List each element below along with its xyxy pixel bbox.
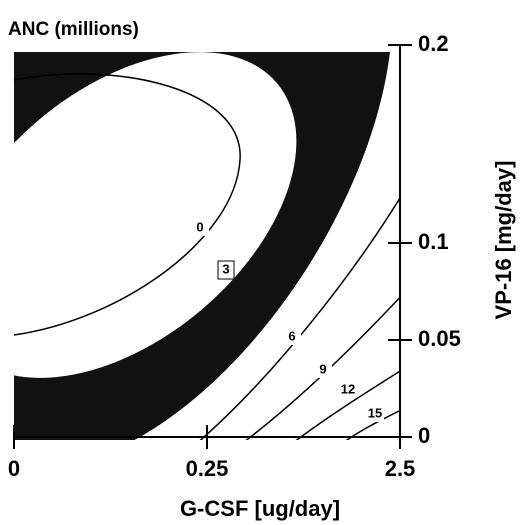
contour-label: 6 (288, 328, 295, 343)
chart-title: ANC (millions) (8, 19, 139, 40)
x-tick-label: 0.25 (186, 456, 229, 481)
y-tick-label: 0.2 (418, 31, 449, 56)
x-axis-label: G-CSF [ug/day] (180, 496, 340, 521)
y-tick-label: 0.1 (418, 229, 449, 254)
y-tick-label: 0.05 (418, 326, 461, 351)
x-tick-label: 2.5 (385, 456, 416, 481)
label-bg (339, 382, 357, 398)
contour-line (295, 370, 400, 440)
contour-label: 3 (222, 261, 229, 276)
contour-label: 15 (368, 405, 382, 420)
label-bg (366, 406, 384, 422)
white-region (0, 0, 357, 443)
contour-line (14, 73, 241, 336)
x-tick-label: 0 (8, 456, 20, 481)
y-tick-label: 0 (418, 423, 430, 448)
label-bg (283, 329, 301, 345)
contour-label: 9 (319, 361, 326, 376)
contour-label: 12 (341, 381, 355, 396)
y-axis-label: VP-16 [mg/day] (491, 161, 516, 320)
contour-label: 0 (196, 219, 203, 234)
contour-line (199, 196, 400, 440)
label-bg (314, 362, 332, 378)
plot-area (0, 0, 400, 443)
label-box (217, 260, 235, 280)
label-bg (191, 220, 209, 236)
